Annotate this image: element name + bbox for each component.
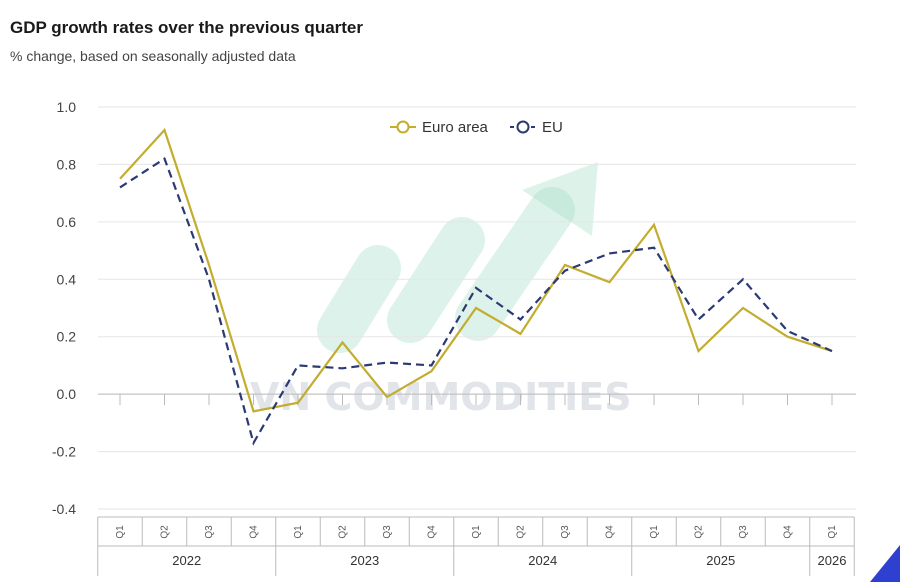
y-tick-label: 0.0 [57,386,77,402]
watermark-text: VN COMMODITIES [250,375,632,419]
x-tick-quarter: Q3 [738,525,749,539]
x-tick-quarter: Q4 [249,525,260,539]
x-tick-quarter: Q1 [471,525,482,539]
legend: Euro area EU [390,119,563,136]
x-tick-quarter: Q1 [293,525,304,539]
x-tick-quarter: Q4 [605,525,616,539]
chart-title: GDP growth rates over the previous quart… [10,18,363,37]
x-tick-quarter: Q4 [783,525,794,539]
y-tick-label: 1.0 [57,99,77,115]
y-tick-label: 0.2 [57,329,77,345]
x-tick-quarter: Q1 [115,525,126,539]
legend-label: Euro area [422,119,489,136]
series-layer [119,127,833,446]
x-tick-quarter: Q3 [204,525,215,539]
x-tick-year: 2025 [706,553,735,568]
x-tick-quarter: Q2 [516,525,527,539]
x-tick-quarter: Q1 [649,525,660,539]
x-axis: Q1 Q2 Q3 Q4 Q1 Q2 Q3 Q4 Q1 Q2 Q3 Q4 Q1 Q2 Q3 Q4 Q1 2022 20… [97,393,856,576]
watermark: VN COMMODITIES [250,162,632,419]
x-tick-quarter: Q3 [382,525,393,539]
x-tick-quarter: Q1 [827,525,838,539]
watermark-bar-1 [317,245,401,353]
x-tick-quarter: Q2 [694,525,705,539]
x-tick-year: 2026 [818,553,847,568]
y-tick-label: -0.4 [52,501,76,517]
legend-marker [516,120,530,134]
watermark-arrow-shaft [455,187,575,341]
y-tick-label: 0.4 [57,271,77,287]
x-tick-quarter: Q2 [160,525,171,539]
x-tick-quarter: Q2 [338,525,349,539]
x-tick-year: 2022 [172,553,201,568]
x-tick-quarter: Q3 [560,525,571,539]
watermark-bar-2 [387,217,485,343]
x-tick-year: 2024 [528,553,557,568]
legend-marker [396,120,410,134]
y-tick-label: 0.8 [57,156,77,172]
series-line-euro-area [119,127,833,413]
chart-subtitle: % change, based on seasonally adjusted d… [10,48,296,64]
watermark-arrow-head [522,162,598,236]
y-axis: 1.0 0.8 0.6 0.4 0.2 0.0 -0.2 -0.4 [52,99,76,517]
x-tick-quarter: Q4 [427,525,438,539]
legend-label: EU [542,119,563,136]
series-line-eu [119,157,833,446]
y-tick-label: -0.2 [52,444,76,460]
y-tick-label: 0.6 [57,214,77,230]
corner-decoration [870,545,900,582]
x-tick-year: 2023 [350,553,379,568]
